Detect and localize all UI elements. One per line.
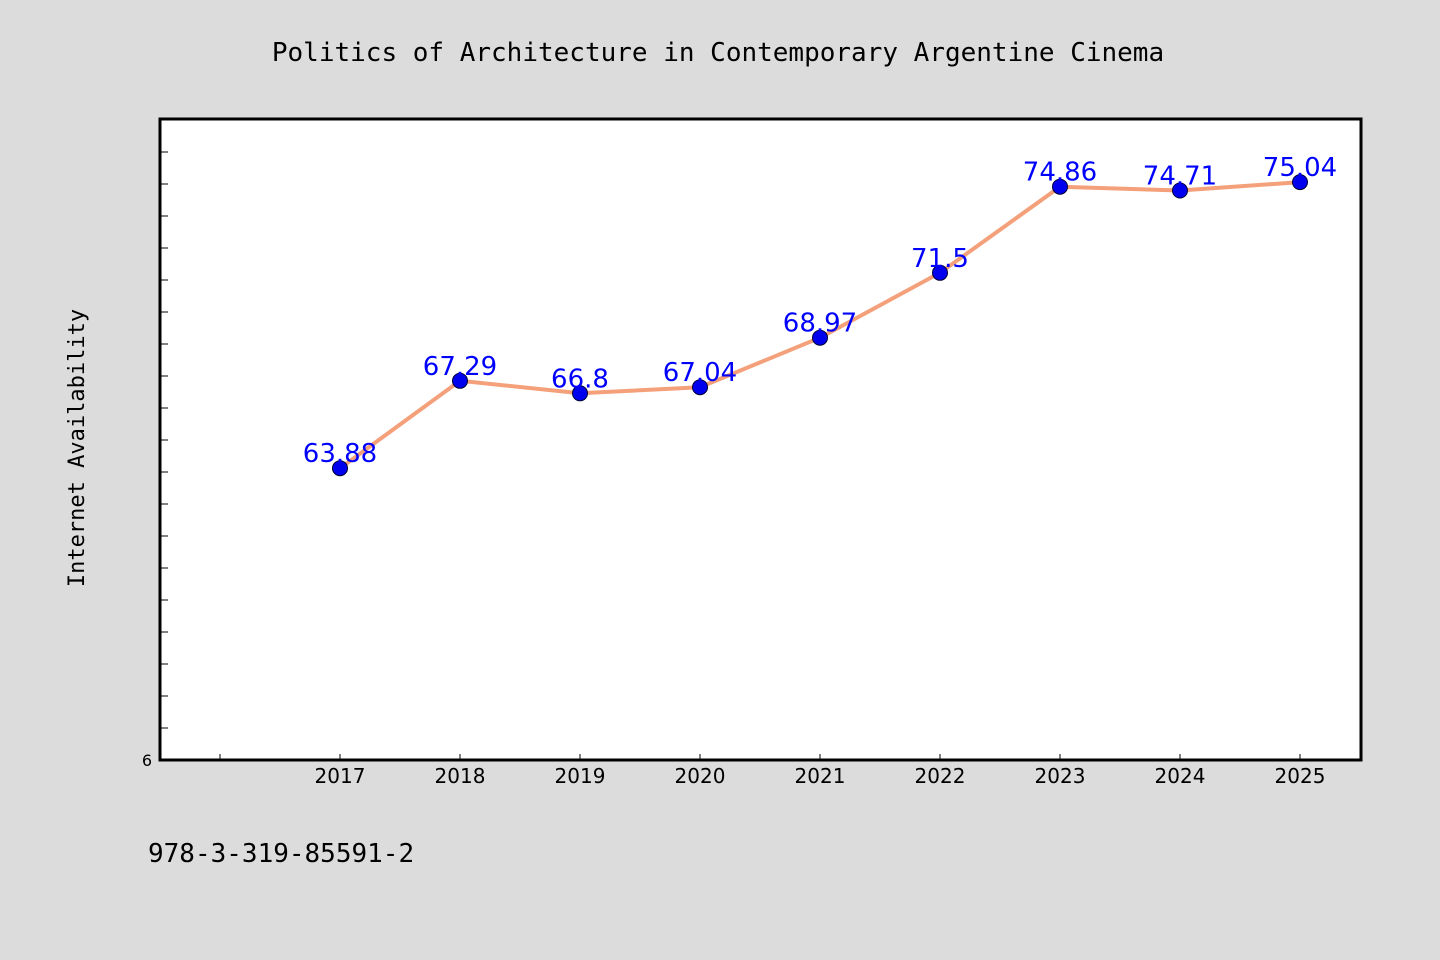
data-point xyxy=(332,460,348,477)
data-point xyxy=(692,379,708,396)
data-label: 75.04 xyxy=(1263,153,1337,183)
x-tick-label: 2020 xyxy=(675,764,726,788)
data-point xyxy=(452,372,468,389)
x-tick-label: 2022 xyxy=(915,764,966,788)
data-label: 67.29 xyxy=(423,352,497,382)
data-label: 74.71 xyxy=(1143,162,1217,192)
data-point xyxy=(1172,182,1188,199)
chart-title: Politics of Architecture in Contemporary… xyxy=(272,38,1164,68)
data-point xyxy=(1052,178,1068,195)
series-group xyxy=(332,174,1308,477)
x-tick-label: 2019 xyxy=(555,764,606,788)
data-point xyxy=(1292,174,1308,191)
x-tick-label: 2025 xyxy=(1275,764,1326,788)
x-tick-label: 2024 xyxy=(1155,764,1206,788)
data-label: 74.86 xyxy=(1023,158,1097,188)
x-tick-label: 2018 xyxy=(435,764,486,788)
plot-area xyxy=(158,117,1363,762)
data-labels: 63.88 67.29 66.8 67.04 68.97 71.5 74.86 74.71 75… xyxy=(303,153,1337,469)
isbn-footer: 978-3-319-85591-2 xyxy=(148,839,414,869)
data-point xyxy=(812,329,828,346)
data-label: 71.5 xyxy=(911,244,969,274)
data-label: 66.8 xyxy=(551,364,609,394)
axis-ticks xyxy=(160,151,1301,760)
x-tick-label: 2021 xyxy=(795,764,846,788)
data-point xyxy=(572,385,588,402)
data-label: 68.97 xyxy=(783,309,857,339)
data-label: 63.88 xyxy=(303,439,377,469)
x-tick-label: 2023 xyxy=(1035,764,1086,788)
data-point xyxy=(932,264,948,281)
y-axis-label: Internet Availability xyxy=(65,309,90,587)
x-tick-label: 2017 xyxy=(315,764,366,788)
y-axis-min-label: 6 xyxy=(142,751,152,770)
data-label: 67.04 xyxy=(663,358,737,388)
x-tick-labels: 2017 2018 2019 2020 2021 2022 2023 2024 2025 xyxy=(315,764,1326,788)
